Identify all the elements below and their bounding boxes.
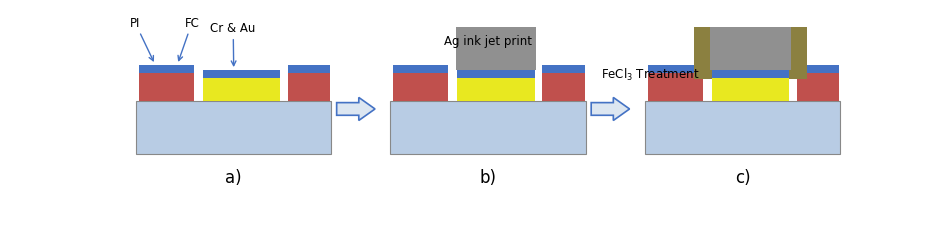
Bar [139, 65, 194, 73]
Bar [542, 65, 585, 73]
Bar [288, 65, 330, 73]
Bar [710, 21, 791, 71]
Text: c): c) [735, 168, 750, 186]
Bar [712, 71, 789, 79]
Bar [694, 17, 807, 79]
Text: b): b) [480, 168, 496, 186]
Bar [139, 73, 194, 101]
Text: FeCl$_3$ Treatment: FeCl$_3$ Treatment [601, 67, 700, 83]
Bar [457, 71, 535, 79]
Bar [457, 79, 535, 101]
Text: FC: FC [178, 17, 200, 61]
Bar [647, 73, 703, 101]
Text: a): a) [225, 168, 242, 186]
Bar [390, 101, 585, 154]
Bar [797, 65, 840, 73]
Bar [712, 71, 789, 79]
Bar [135, 101, 331, 154]
Bar [542, 73, 585, 101]
Bar [647, 65, 703, 73]
Bar [393, 73, 448, 101]
Bar [645, 101, 841, 154]
Text: Ag ink jet print: Ag ink jet print [444, 35, 532, 48]
Text: PI: PI [129, 17, 153, 62]
Bar [456, 21, 536, 71]
FancyArrow shape [337, 98, 375, 121]
Bar [712, 79, 789, 101]
Bar [456, 21, 536, 71]
Bar [203, 79, 280, 101]
Bar [203, 71, 280, 79]
Bar [712, 79, 789, 101]
Bar [797, 73, 840, 101]
Bar [288, 73, 330, 101]
Text: AgCl Layer: AgCl Layer [0, 228, 1, 229]
FancyArrow shape [591, 98, 629, 121]
Text: Cr & Au: Cr & Au [210, 22, 256, 66]
Bar [393, 65, 448, 73]
